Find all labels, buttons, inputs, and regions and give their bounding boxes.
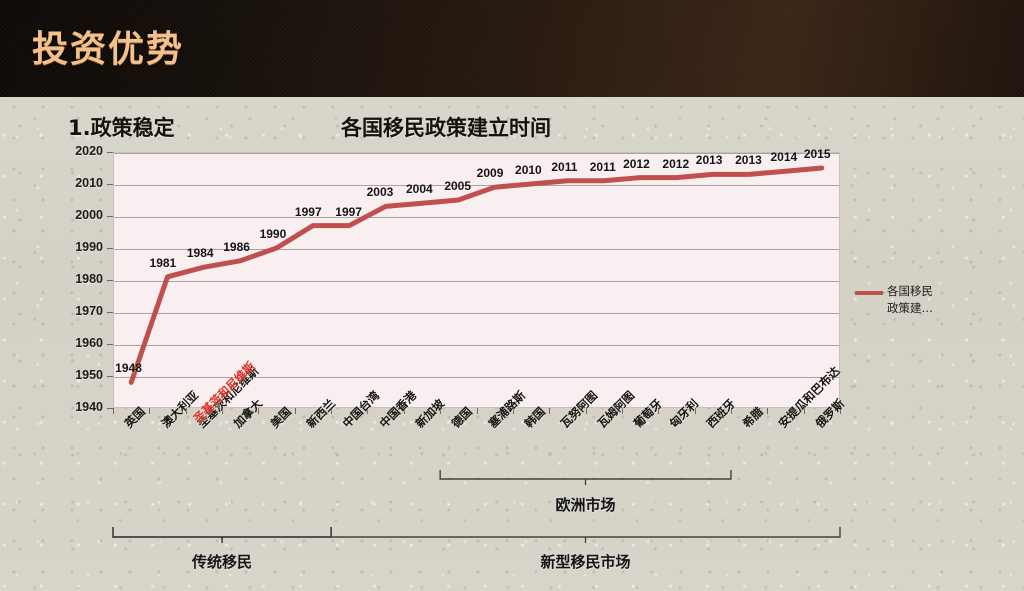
bracket-label-new-market: 新型移民市场 [540, 553, 631, 571]
data-point-label: 2003 [366, 185, 394, 200]
legend-label-line2: 政策建… [887, 301, 933, 315]
chart-gridline [114, 153, 839, 154]
y-axis-tick-label: 1980 [75, 272, 103, 286]
chart-gridline [114, 313, 839, 314]
data-point-label: 2013 [695, 153, 723, 168]
x-axis-tick-mark [294, 408, 296, 414]
x-axis-tick-mark [149, 408, 151, 414]
data-point-label: 2010 [515, 163, 542, 177]
data-point-label: 2014 [770, 150, 798, 165]
x-axis-tick-mark [730, 408, 732, 414]
legend-color-swatch [855, 291, 883, 295]
x-axis-tick-mark [512, 408, 514, 414]
group-bracket [439, 470, 732, 485]
chart-gridline [114, 345, 839, 346]
y-axis-tick-mark [107, 312, 113, 313]
data-point-label: 2004 [405, 182, 433, 197]
data-point-label: 1981 [149, 255, 177, 270]
x-axis-tick-mark [767, 408, 769, 414]
x-axis-tick-mark [185, 408, 187, 414]
x-axis-tick-mark [840, 408, 841, 414]
legend-label-line1: 各国移民 [887, 284, 933, 298]
y-axis-tick-label: 1940 [75, 400, 103, 414]
y-axis-tick-mark [107, 408, 113, 409]
x-axis-tick-mark [476, 408, 478, 414]
x-axis-tick-mark [222, 408, 224, 414]
x-axis-tick-mark [621, 408, 623, 414]
y-axis-tick-label: 1950 [75, 368, 103, 382]
data-point-label: 1986 [223, 239, 250, 254]
data-point-label: 1948 [115, 361, 142, 376]
bracket-label-europe: 欧洲市场 [555, 496, 616, 514]
y-axis-tick-label: 2000 [75, 208, 103, 222]
y-axis-tick-mark [107, 376, 113, 377]
y-axis-tick-label: 1970 [75, 304, 103, 318]
page-title: 投资优势 [32, 29, 185, 70]
y-axis-tick-mark [107, 216, 113, 217]
data-point-label: 2013 [735, 153, 762, 168]
y-axis-tick-mark [107, 248, 113, 249]
legend-label: 各国移民 政策建… [887, 283, 1007, 317]
section-heading: 1.政策稳定 [68, 116, 175, 140]
data-point-label: 1997 [335, 204, 362, 219]
data-point-label: 2011 [589, 159, 616, 174]
chart-title: 各国移民政策建立时间 [341, 116, 551, 140]
data-point-label: 2012 [623, 156, 650, 171]
x-axis-tick-mark [403, 408, 405, 414]
bracket-label-traditional: 传统移民 [192, 553, 253, 571]
data-point-label: 1984 [186, 246, 214, 261]
x-axis-tick-mark [331, 408, 333, 414]
x-axis-tick-mark [258, 408, 260, 414]
x-axis-tick-mark [367, 408, 369, 414]
y-axis-tick-label: 2020 [75, 144, 103, 158]
chart-plot-area [113, 152, 840, 408]
y-axis-tick-mark [107, 280, 113, 281]
data-point-label: 1997 [294, 204, 322, 219]
data-point-label: 1990 [259, 227, 287, 241]
data-point-label: 2011 [551, 159, 578, 174]
chart-gridline [114, 217, 839, 218]
x-axis-tick-mark [694, 408, 696, 414]
x-axis-tick-mark [585, 408, 587, 414]
slide-header-band: 投资优势 [0, 0, 1024, 97]
chart-gridline [114, 377, 839, 378]
x-axis-tick-mark [440, 408, 442, 414]
y-axis-tick-label: 1960 [75, 336, 103, 350]
y-axis-tick-mark [107, 184, 113, 185]
data-point-label: 2005 [444, 179, 472, 193]
y-axis-tick-mark [107, 344, 113, 345]
chart-gridline [114, 281, 839, 282]
y-axis-tick-mark [107, 152, 113, 153]
x-axis-tick-mark [803, 408, 805, 414]
data-point-label: 2015 [803, 147, 831, 161]
x-axis-tick-mark [549, 408, 551, 414]
x-axis-tick-mark [658, 408, 660, 414]
chart-gridline [114, 185, 839, 186]
y-axis-tick-label: 2010 [75, 176, 103, 190]
x-axis-tick-mark [113, 408, 114, 414]
data-point-label: 2009 [476, 166, 504, 181]
y-axis-tick-label: 1990 [75, 240, 103, 254]
group-bracket [330, 527, 841, 543]
group-bracket [112, 527, 332, 543]
data-point-label: 2012 [662, 156, 690, 171]
